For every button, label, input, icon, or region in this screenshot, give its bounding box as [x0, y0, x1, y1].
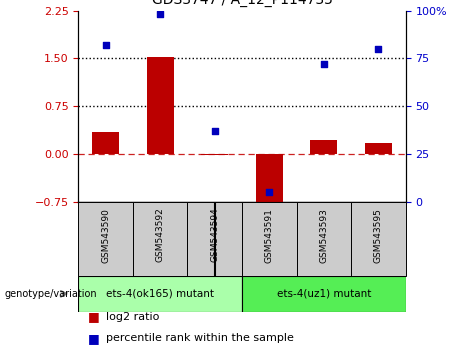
Bar — [147, 57, 174, 154]
Text: ■: ■ — [88, 310, 99, 323]
Bar — [365, 143, 392, 154]
Text: log2 ratio: log2 ratio — [106, 312, 160, 322]
Bar — [78, 202, 133, 276]
Bar — [201, 154, 228, 155]
Bar — [78, 276, 242, 312]
Bar — [351, 202, 406, 276]
Bar — [242, 202, 296, 276]
Bar — [310, 140, 337, 154]
Text: GSM543593: GSM543593 — [319, 208, 328, 263]
Text: GSM543592: GSM543592 — [156, 208, 165, 262]
Text: ets-4(ok165) mutant: ets-4(ok165) mutant — [106, 289, 214, 299]
Bar — [256, 154, 283, 205]
Title: GDS3747 / A_12_P114735: GDS3747 / A_12_P114735 — [152, 0, 332, 7]
Point — [320, 61, 327, 67]
Point — [375, 46, 382, 52]
Text: ets-4(uz1) mutant: ets-4(uz1) mutant — [277, 289, 371, 299]
Point — [266, 189, 273, 195]
Bar — [296, 202, 351, 276]
Bar — [133, 202, 188, 276]
Text: ■: ■ — [88, 332, 99, 344]
Text: genotype/variation: genotype/variation — [5, 289, 97, 299]
Text: GSM543590: GSM543590 — [101, 208, 110, 263]
Text: percentile rank within the sample: percentile rank within the sample — [106, 333, 294, 343]
Point — [102, 42, 109, 48]
Text: GSM543591: GSM543591 — [265, 208, 274, 263]
Bar — [92, 132, 119, 154]
Point — [157, 12, 164, 17]
Bar — [242, 276, 406, 312]
Point — [211, 128, 219, 134]
Bar — [188, 202, 242, 276]
Text: GSM543595: GSM543595 — [374, 208, 383, 263]
Text: GSM543594: GSM543594 — [210, 208, 219, 262]
